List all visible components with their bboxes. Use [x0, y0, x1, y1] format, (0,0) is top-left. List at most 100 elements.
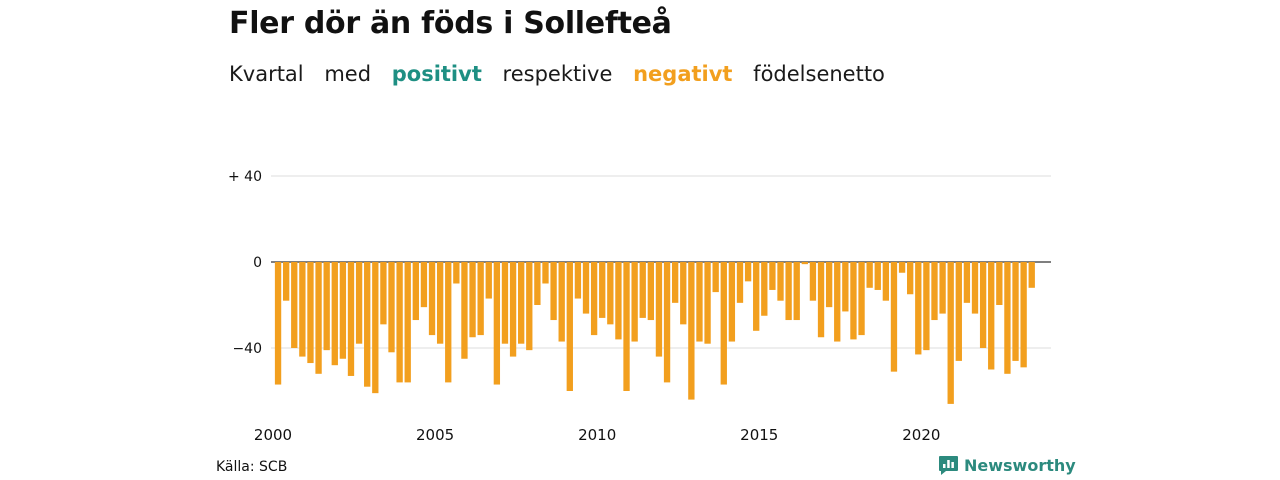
bar — [590, 262, 598, 336]
bar — [915, 262, 922, 355]
x-tick-label: 2010 — [578, 426, 616, 444]
bar — [493, 262, 501, 385]
chart-subtitle: Kvartal med positivt respektive negativt… — [229, 62, 899, 86]
bar — [728, 262, 736, 342]
bar — [347, 262, 355, 376]
chart-title: Fler dör än föds i Sollefteå — [229, 6, 672, 41]
bar — [801, 262, 808, 265]
bar — [542, 262, 549, 284]
bar — [331, 262, 338, 366]
newsworthy-logo-icon — [939, 456, 958, 475]
bar — [1028, 262, 1035, 288]
bar — [323, 262, 330, 351]
bar — [834, 262, 841, 342]
bar — [988, 262, 995, 370]
bar — [907, 262, 914, 295]
brand-name: Newsworthy — [964, 456, 1076, 475]
x-axis-labels: 2000 2005 2010 2015 2020 — [254, 426, 941, 444]
bar — [850, 262, 857, 340]
bar — [372, 262, 379, 394]
bar — [777, 262, 784, 301]
bar — [436, 262, 444, 344]
bar — [380, 262, 387, 325]
y-tick-label: 0 — [253, 255, 262, 271]
bar — [1020, 262, 1027, 368]
bar — [720, 262, 727, 385]
bar — [574, 262, 582, 299]
bar — [712, 262, 719, 293]
bar — [890, 262, 898, 372]
bar — [1012, 262, 1019, 361]
subtitle-positive-label: positivt — [391, 62, 482, 86]
subtitle-negative-label: negativt — [633, 62, 733, 86]
subtitle-word-with: med — [324, 62, 372, 86]
bar — [696, 262, 703, 342]
bar — [518, 262, 525, 344]
bar — [996, 262, 1003, 305]
bar — [842, 262, 849, 312]
bar — [445, 262, 452, 383]
bar — [955, 262, 962, 361]
bar — [339, 262, 347, 359]
bar — [477, 262, 484, 336]
bar — [582, 262, 590, 314]
bar — [509, 262, 517, 357]
bar — [866, 262, 873, 288]
bar — [898, 262, 906, 273]
x-tick-label: 2020 — [902, 426, 940, 444]
x-tick-label: 2000 — [254, 426, 292, 444]
bar — [736, 262, 744, 303]
bar — [971, 262, 979, 314]
bar — [744, 262, 752, 282]
bar — [566, 262, 573, 391]
bar — [274, 262, 282, 385]
bar — [923, 262, 930, 351]
bar — [485, 262, 492, 299]
bar — [615, 262, 622, 340]
bar — [1004, 262, 1011, 374]
y-axis-labels: + 40 0 −40 — [228, 169, 262, 357]
y-tick-label: + 40 — [228, 169, 262, 185]
bar — [931, 262, 938, 321]
subtitle-word-birth-net: födelsenetto — [753, 62, 885, 86]
bar — [947, 262, 954, 404]
bar — [785, 262, 792, 321]
bar — [534, 262, 541, 305]
bar — [704, 262, 711, 344]
bar — [282, 262, 290, 301]
bar — [809, 262, 817, 301]
bar — [963, 262, 971, 303]
bar — [761, 262, 768, 316]
bar — [404, 262, 411, 383]
bar — [671, 262, 679, 303]
bar — [793, 262, 800, 321]
bar — [307, 262, 314, 364]
bar — [607, 262, 614, 325]
bar — [501, 262, 509, 344]
bar — [428, 262, 436, 336]
bar — [680, 262, 687, 325]
bar — [623, 262, 630, 391]
bar-chart: + 40 0 −40 2000 2005 2010 2015 2020 — [228, 169, 1051, 444]
bar-series — [274, 262, 1035, 404]
bar — [388, 262, 395, 353]
bar — [882, 262, 890, 301]
y-tick-label: −40 — [232, 341, 262, 357]
x-tick-label: 2015 — [740, 426, 778, 444]
bar — [647, 262, 655, 321]
bar — [769, 262, 776, 290]
bar — [639, 262, 646, 318]
bar — [299, 262, 306, 357]
bar — [631, 262, 638, 342]
bar — [558, 262, 565, 342]
bar — [688, 262, 695, 400]
bar — [979, 262, 987, 348]
bar — [461, 262, 468, 359]
bar — [420, 262, 428, 308]
bar — [655, 262, 663, 357]
bar — [364, 262, 371, 387]
bar — [825, 262, 833, 308]
bar — [526, 262, 533, 351]
bar — [599, 262, 606, 318]
bar — [396, 262, 403, 383]
